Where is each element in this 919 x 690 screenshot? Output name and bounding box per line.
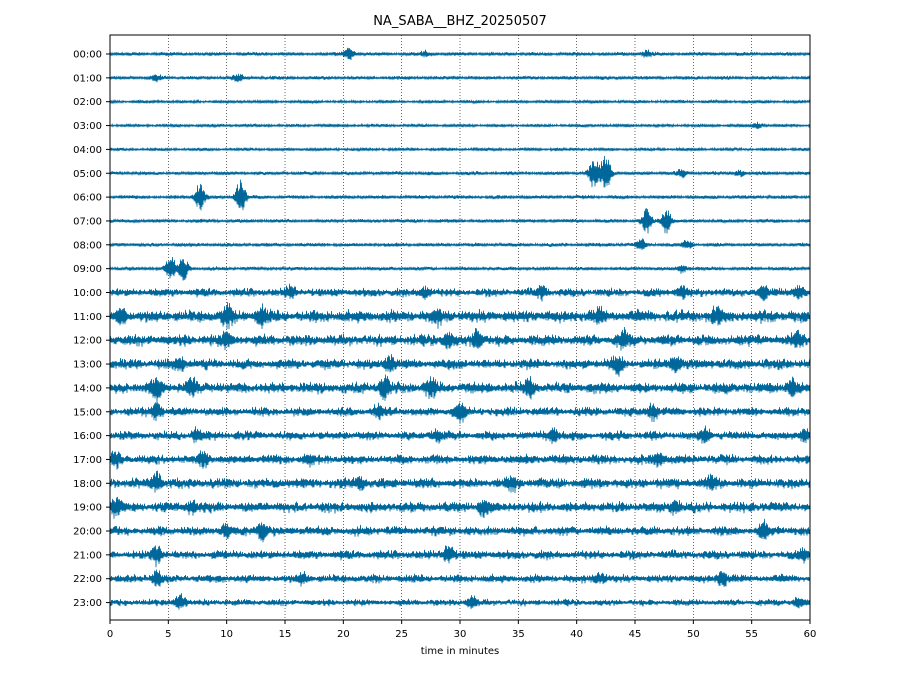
row-label-0400: 04:00 xyxy=(73,145,102,156)
x-tick-label: 35 xyxy=(512,629,525,640)
trace-1400 xyxy=(109,374,811,403)
row-label-0800: 08:00 xyxy=(73,240,102,251)
row-label-2100: 21:00 xyxy=(73,550,102,561)
trace-0500 xyxy=(109,156,811,188)
row-label-0600: 06:00 xyxy=(73,193,102,204)
trace-0800 xyxy=(109,238,811,251)
row-label-2200: 22:00 xyxy=(73,574,102,585)
x-tick-label: 40 xyxy=(570,629,583,640)
x-tick-label: 20 xyxy=(337,629,350,640)
trace-1900 xyxy=(109,496,811,519)
y-axis-ticks: 00:00 01:00 02:00 03:00 04:00 05:00 06:00 07:00… xyxy=(73,50,110,609)
row-label-1300: 13:00 xyxy=(73,360,102,371)
x-tick-label: 15 xyxy=(279,629,292,640)
x-tick-label: 0 xyxy=(107,629,113,640)
row-label-1200: 12:00 xyxy=(73,336,102,347)
row-label-1500: 15:00 xyxy=(73,407,102,418)
trace-0300 xyxy=(109,121,811,130)
trace-0700 xyxy=(109,208,811,234)
row-label-0200: 02:00 xyxy=(73,97,102,108)
row-label-1600: 16:00 xyxy=(73,431,102,442)
x-tick-label: 10 xyxy=(220,629,233,640)
x-tick-label: 60 xyxy=(804,629,817,640)
trace-1800 xyxy=(109,470,811,494)
x-tick-label: 55 xyxy=(745,629,758,640)
x-tick-label: 30 xyxy=(454,629,467,640)
x-tick-label: 5 xyxy=(165,629,171,640)
trace-2100 xyxy=(109,545,811,568)
row-label-2300: 23:00 xyxy=(73,598,102,609)
trace-1500 xyxy=(109,402,811,424)
trace-0100 xyxy=(109,73,811,83)
x-tick-label: 45 xyxy=(629,629,642,640)
plot-frame xyxy=(109,34,811,621)
trace-0400 xyxy=(109,146,811,153)
trace-1600 xyxy=(109,425,811,445)
row-label-0500: 05:00 xyxy=(73,169,102,180)
row-label-1400: 14:00 xyxy=(73,383,102,394)
row-label-1900: 19:00 xyxy=(73,503,102,514)
row-label-2000: 20:00 xyxy=(73,527,102,538)
x-tick-label: 25 xyxy=(395,629,408,640)
row-label-0100: 01:00 xyxy=(73,73,102,84)
x-tick-label: 50 xyxy=(687,629,700,640)
trace-0600 xyxy=(109,179,811,211)
trace-0200 xyxy=(109,98,811,105)
trace-2200 xyxy=(109,569,811,587)
x-axis-ticks: 0 5 10 15 20 25 30 35 40 45 50 55 60 xyxy=(107,620,817,640)
row-label-1800: 18:00 xyxy=(73,479,102,490)
row-label-1100: 11:00 xyxy=(73,312,102,323)
row-label-1700: 17:00 xyxy=(73,455,102,466)
trace-2000 xyxy=(109,518,811,543)
row-label-0700: 07:00 xyxy=(73,216,102,227)
trace-0000 xyxy=(109,47,811,60)
chart-title: NA_SABA__BHZ_20250507 xyxy=(373,14,547,29)
trace-1300 xyxy=(109,354,811,377)
row-label-0300: 03:00 xyxy=(73,121,102,132)
trace-2300 xyxy=(109,593,811,610)
row-label-0900: 09:00 xyxy=(73,264,102,275)
trace-1100 xyxy=(109,302,811,330)
trace-1200 xyxy=(109,326,811,351)
seismic-traces xyxy=(109,47,811,610)
x-axis-label: time in minutes xyxy=(421,646,500,657)
trace-1700 xyxy=(109,450,811,470)
row-label-1000: 10:00 xyxy=(73,288,102,299)
row-label-0000: 00:00 xyxy=(73,50,102,61)
trace-0900 xyxy=(109,256,811,281)
trace-1000 xyxy=(109,283,811,302)
